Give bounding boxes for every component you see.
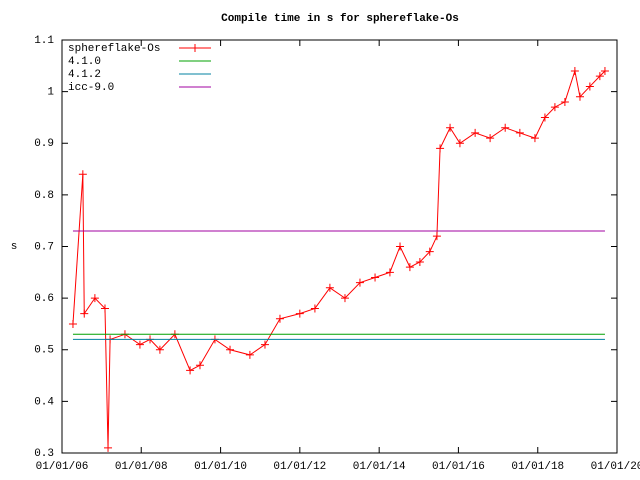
- x-tick-label: 01/01/16: [432, 461, 485, 473]
- data-point: [135, 340, 144, 349]
- y-tick-label: 0.3: [34, 448, 54, 460]
- data-point: [371, 273, 380, 282]
- x-tick-label: 01/01/12: [273, 461, 326, 473]
- data-point: [530, 134, 539, 143]
- y-axis-label: s: [11, 241, 18, 253]
- data-point: [260, 340, 269, 349]
- y-tick-label: 0.9: [34, 138, 54, 150]
- data-point: [600, 66, 609, 75]
- data-point: [155, 345, 164, 354]
- data-point: [595, 72, 604, 81]
- y-tick-label: 0.5: [34, 345, 54, 357]
- data-point: [340, 294, 349, 303]
- data-point: [245, 350, 254, 359]
- data-point: [104, 443, 113, 452]
- data-point: [560, 97, 569, 106]
- data-point: [310, 304, 319, 313]
- data-point: [78, 170, 87, 179]
- legend-marker: [191, 44, 199, 52]
- data-point: [550, 103, 559, 112]
- x-tick-label: 01/01/10: [194, 461, 247, 473]
- data-point: [415, 257, 424, 266]
- data-point: [570, 66, 579, 75]
- data-point: [186, 366, 195, 375]
- legend-label: 4.1.0: [68, 56, 101, 68]
- y-tick-label: 0.4: [34, 396, 54, 408]
- data-point: [80, 309, 89, 318]
- data-point: [90, 294, 99, 303]
- y-tick-label: 1: [47, 87, 54, 99]
- x-tick-label: 01/01/20: [591, 461, 640, 473]
- data-point: [226, 345, 235, 354]
- data-point: [275, 314, 284, 323]
- data-point: [355, 278, 364, 287]
- data-point: [405, 263, 414, 272]
- data-point: [501, 123, 510, 132]
- data-point: [471, 128, 480, 137]
- y-tick-label: 0.6: [34, 293, 54, 305]
- x-tick-label: 01/01/14: [353, 461, 406, 473]
- data-point: [68, 319, 77, 328]
- y-tick-label: 1.1: [34, 35, 54, 47]
- data-point: [425, 247, 434, 256]
- y-tick-label: 0.8: [34, 190, 54, 202]
- data-point: [436, 144, 445, 153]
- legend-label: icc-9.0: [68, 82, 114, 94]
- x-tick-label: 01/01/18: [511, 461, 564, 473]
- data-point: [396, 242, 405, 251]
- data-point: [100, 304, 109, 313]
- data-point: [486, 134, 495, 143]
- data-point: [385, 268, 394, 277]
- legend-label: sphereflake-Os: [68, 43, 160, 55]
- data-point: [455, 139, 464, 148]
- data-point: [195, 361, 204, 370]
- data-point: [585, 82, 594, 91]
- data-point: [446, 123, 455, 132]
- data-point: [295, 309, 304, 318]
- chart-title: Compile time in s for sphereflake-Os: [221, 13, 459, 25]
- data-point: [325, 283, 334, 292]
- data-point: [515, 128, 524, 137]
- y-tick-label: 0.7: [34, 241, 54, 253]
- x-tick-label: 01/01/08: [115, 461, 168, 473]
- legend-label: 4.1.2: [68, 69, 101, 81]
- data-point: [432, 232, 441, 241]
- data-point: [540, 113, 549, 122]
- data-point: [575, 92, 584, 101]
- x-tick-label: 01/01/06: [36, 461, 89, 473]
